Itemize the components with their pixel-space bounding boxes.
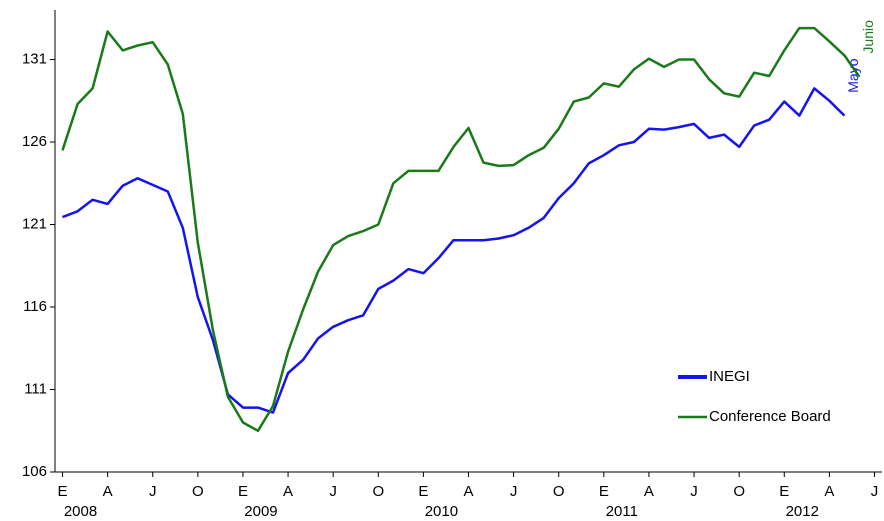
series-line [61,26,861,433]
y-tick-label: 121 [22,215,47,232]
x-tick-label: A [644,483,654,500]
year-label: 2011 [606,503,638,520]
x-tick-label: O [733,483,745,500]
legend-label: INEGI [709,368,750,385]
year-label: 2010 [425,503,458,520]
y-tick-label: 106 [22,463,47,480]
y-tick-label: 131 [22,50,47,67]
y-tick-label: 111 [24,380,47,397]
x-tick-label: J [149,483,157,500]
x-tick-label: E [238,483,248,500]
y-tick-label: 116 [23,298,47,315]
x-tick-label: A [103,483,113,500]
year-label: 2008 [64,503,97,520]
x-tick-label: A [824,483,834,500]
year-label: 2012 [786,503,819,520]
x-tick-label: O [192,483,204,500]
x-tick-label: E [779,483,789,500]
x-tick-label: O [553,483,565,500]
end-label: Junio [860,20,876,54]
x-tick-label: J [690,483,698,500]
year-label: 2009 [244,503,277,520]
end-label: Mayo [845,58,861,92]
series-line [62,87,846,414]
x-tick-label: J [329,483,337,500]
x-tick-label: A [463,483,473,500]
x-tick-label: J [510,483,518,500]
x-tick-label: O [372,483,384,500]
x-tick-label: J [871,483,879,500]
x-tick-label: A [283,483,293,500]
x-tick-label: E [599,483,609,500]
y-tick-label: 126 [22,133,47,150]
legend-label: Conference Board [709,408,831,425]
x-tick-label: E [418,483,428,500]
x-tick-label: E [58,483,68,500]
